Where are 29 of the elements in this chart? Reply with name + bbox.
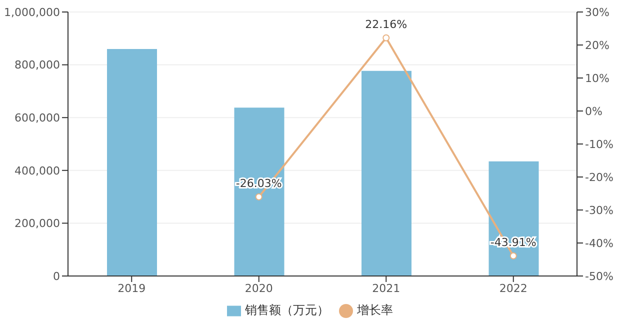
bar bbox=[107, 48, 157, 276]
y-tick-label: 400,000 bbox=[14, 164, 60, 178]
y-tick-label: 800,000 bbox=[14, 58, 60, 72]
x-tick-label: 2021 bbox=[372, 282, 400, 295]
y2-tick-label: -20% bbox=[585, 170, 614, 184]
x-tick-label: 2019 bbox=[118, 282, 146, 295]
y-tick-label: 200,000 bbox=[14, 217, 60, 230]
x-tick-label: 2020 bbox=[244, 282, 273, 295]
y-tick-label: 1,000,000 bbox=[4, 6, 60, 19]
y-tick-label: 0 bbox=[53, 270, 60, 283]
point bbox=[382, 34, 390, 42]
bar bbox=[488, 161, 539, 276]
bar bbox=[362, 70, 412, 276]
legend-label: 增长率 bbox=[357, 303, 393, 317]
x-tick-label: 2022 bbox=[499, 282, 528, 295]
y2-tick-label: -40% bbox=[585, 236, 614, 250]
legend-label: 销售额（万元） bbox=[245, 303, 329, 317]
data-label: 22.16% bbox=[365, 18, 408, 31]
y-tick-label: 600,000 bbox=[14, 112, 60, 125]
bar bbox=[234, 108, 284, 276]
y2-tick-label: 20% bbox=[585, 38, 610, 52]
y2-tick-label: -30% bbox=[585, 204, 614, 217]
y2-tick-label: -10% bbox=[585, 138, 614, 151]
point bbox=[510, 252, 517, 260]
y2-tick-label: -50% bbox=[585, 270, 614, 283]
point bbox=[255, 193, 262, 200]
y2-tick-label: 0% bbox=[585, 104, 602, 118]
y2-tick-label: 10% bbox=[585, 72, 610, 85]
y2-tick-label: 30% bbox=[585, 6, 610, 19]
